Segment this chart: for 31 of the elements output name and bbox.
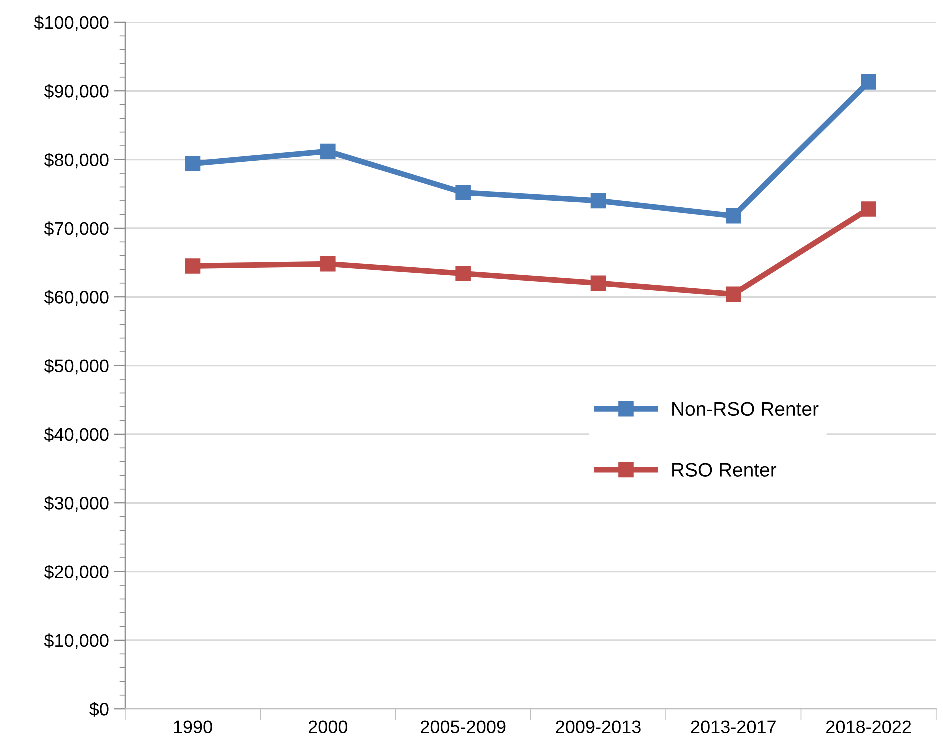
y-tick-label: $40,000 [44,428,109,444]
x-tick-label: 2000 [308,720,348,734]
x-tick-label: 2009-2013 [556,720,641,734]
point [861,74,876,90]
legend-label: RSO Renter [672,463,777,477]
y-tick-label: $70,000 [44,222,109,238]
x-tick-label: 1990 [174,720,212,734]
point [320,144,336,160]
point [726,286,742,302]
y-tick-label: $10,000 [44,634,109,650]
point [861,202,876,217]
y-tick-label: $80,000 [44,152,109,169]
y-tick-label: $90,000 [44,84,109,100]
x-tick-label: 2005-2009 [421,720,506,734]
point [726,208,742,224]
y-tick-label: $0 [90,702,109,717]
point [456,266,471,282]
point [185,156,201,172]
y-tick-label: $100,000 [34,16,109,32]
point [320,256,336,272]
x-tick-label: 2013-2017 [691,720,776,734]
y-tick-label: $30,000 [44,496,109,512]
point [456,185,471,200]
point [590,193,606,209]
y-tick-label: $60,000 [44,290,109,306]
x-tick-label: 2018-2022 [826,720,912,734]
y-tick-label: $50,000 [44,358,109,375]
point [185,258,201,274]
y-tick-label: $20,000 [44,564,109,581]
legend-label: Non-RSO Renter [672,402,819,416]
point [590,276,606,292]
